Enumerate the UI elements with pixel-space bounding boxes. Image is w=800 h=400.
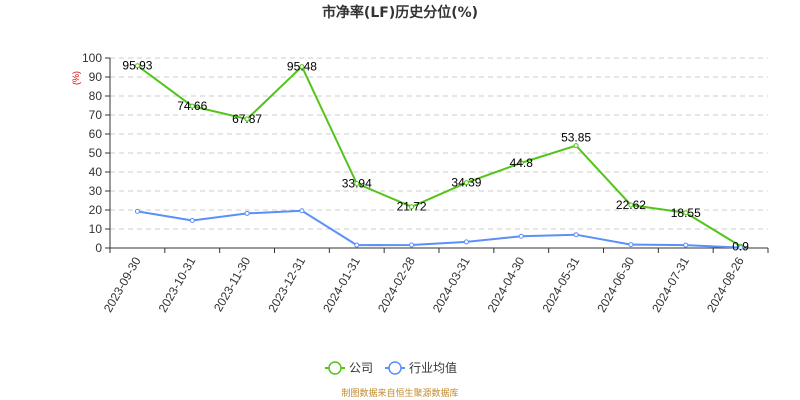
data-point [299,208,305,214]
y-tick-label: 10 [89,222,103,236]
data-label: 67.87 [232,112,262,126]
x-tick-label: 2024-04-30 [485,254,528,314]
series-company [134,63,744,249]
y-tick-label: 90 [89,70,103,84]
data-label: 53.85 [561,131,591,145]
x-tick-label: 2023-10-31 [156,254,199,314]
x-axis-ticks: 2023-09-30 2023-10-31 2023-11-30 2023-12-31… [101,248,769,315]
x-tick-label: 2023-11-30 [211,254,254,314]
data-point [628,242,634,248]
data-point [409,204,415,210]
data-point [134,208,140,214]
series-line [136,64,742,248]
data-point [189,103,195,109]
y-tick-label: 100 [82,51,102,65]
y-tick-label: 70 [89,108,103,122]
x-tick-label: 2024-08-26 [704,254,747,314]
x-tick-label: 2023-09-30 [101,254,144,314]
legend-marker-icon [328,361,342,375]
chart-title: 市净率(LF)历史分位(%) [322,4,478,21]
data-point [354,181,360,187]
y-tick-label: 40 [89,165,103,179]
data-label: 18.55 [671,206,701,220]
x-tick-label: 2024-05-31 [539,254,582,314]
y-tick-label: 60 [89,127,103,141]
series-line [137,209,741,249]
y-unit-label: (%) [71,71,81,85]
data-point [518,233,524,239]
data-point [738,245,744,251]
data-label: 95.93 [122,59,152,73]
data-point [628,202,634,208]
data-label: 44.8 [510,156,534,170]
x-tick-label: 2023-12-31 [265,254,308,314]
data-point [463,239,469,245]
source-note: 制图数据来自恒生聚源数据库 [341,387,458,399]
x-tick-label: 2024-01-31 [320,254,363,314]
data-label: 33.94 [342,177,372,191]
x-tick-label: 2024-07-31 [649,254,692,314]
data-label: 95.48 [287,60,317,74]
y-tick-label: 30 [89,184,103,198]
x-tick-label: 2024-02-28 [375,254,418,314]
data-point [683,242,689,248]
grid-lines [110,57,768,230]
y-tick-label: 0 [95,241,102,255]
series-layer [134,63,744,251]
data-point [134,63,140,69]
data-point [244,210,250,216]
data-point [463,180,469,186]
data-point [518,160,524,166]
data-point [683,210,689,216]
legend-label: 公司 [349,361,373,375]
data-point [299,64,305,70]
data-label: 0.9 [732,239,749,253]
y-axis-ticks: 0 10 20 30 40 50 60 70 80 90 100 [82,51,110,255]
data-point [354,242,360,248]
data-label: 22.62 [616,198,646,212]
legend[interactable]: 公司 行业均值 [325,360,457,375]
legend-label: 行业均值 [409,360,457,375]
series-industry-average [134,208,744,251]
y-tick-label: 50 [89,146,103,160]
data-labels: 95.93 74.66 67.87 95.48 33.94 21.72 34.39 44.8 5… [122,59,749,254]
x-tick-label: 2024-06-30 [594,254,637,314]
data-point [573,143,579,149]
legend-marker-icon [388,361,402,375]
data-label: 74.66 [177,99,207,113]
data-label: 21.72 [397,200,427,214]
y-tick-label: 20 [89,203,103,217]
legend-item-industry-average[interactable]: 行业均值 [385,360,457,375]
data-point [244,116,250,122]
data-label: 34.39 [451,176,481,190]
x-tick-label: 2024-03-31 [430,254,473,314]
data-point [409,242,415,248]
data-point [189,217,195,223]
legend-item-company[interactable]: 公司 [325,361,373,375]
y-tick-label: 80 [89,89,103,103]
data-point [573,232,579,238]
